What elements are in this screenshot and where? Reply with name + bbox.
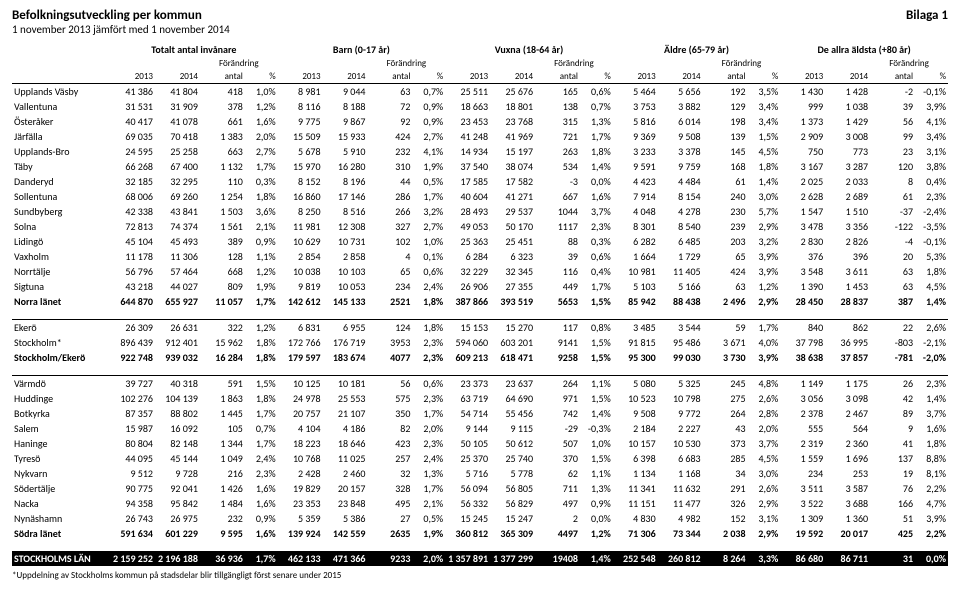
col-year: antal: [870, 70, 915, 84]
col-group-total: Totalt antal invånare: [110, 42, 278, 57]
col-year: 2013: [613, 70, 658, 84]
table-row: Nacka94 35895 8421 4841,6%23 35323 84849…: [12, 496, 948, 511]
col-year: 2013: [780, 70, 825, 84]
footnote: *Uppdelning av Stockholms kommun på stad…: [12, 570, 948, 581]
table-row: Lidingö45 10445 4933890,9%10 62910 73110…: [12, 234, 948, 249]
col-year: 2014: [658, 70, 703, 84]
table-row: Värmdö39 72740 3185911,5%10 12510 181560…: [12, 376, 948, 392]
table-row: Täby66 26867 4001 1321,7%15 97016 280310…: [12, 159, 948, 174]
col-year: %: [412, 70, 445, 84]
table-row: Salem15 98716 0921050,7%4 1044 186822,0%…: [12, 421, 948, 436]
table-row: Stockholm*896 439912 40115 9621,8%172 76…: [12, 335, 948, 350]
table-row: Danderyd32 18532 2951100,3%8 1528 196440…: [12, 174, 948, 189]
col-year: antal: [200, 70, 245, 84]
col-year: 2013: [110, 70, 155, 84]
col-year: 2014: [490, 70, 535, 84]
table-row: Vallentuna31 53131 9093781,2%8 1168 1887…: [12, 99, 948, 114]
table-row: Järfälla69 03570 4181 3832,0%15 50915 93…: [12, 129, 948, 144]
col-year: %: [748, 70, 781, 84]
col-group-aldsta: De allra äldsta (+80 år): [780, 42, 948, 57]
table-row: Sundbyberg42 33843 8411 5033,6%8 2508 51…: [12, 204, 948, 219]
table-row: Upplands Väsby41 38641 8044181,0%8 9819 …: [12, 84, 948, 100]
table-row: Södertälje90 77592 0411 4261,6%19 82920 …: [12, 481, 948, 496]
section-total-row: Stockholm/Ekerö922 748939 03216 2841,8%1…: [12, 350, 948, 365]
table-row: Sollentuna68 00669 2601 2541,8%16 86017 …: [12, 189, 948, 204]
table-row: Nynäshamn26 74326 9752320,9%5 3595 38627…: [12, 511, 948, 526]
col-year: %: [580, 70, 613, 84]
col-year: 2014: [825, 70, 870, 84]
page-subtitle: 1 november 2013 jämfört med 1 november 2…: [12, 23, 948, 36]
col-group-vuxna: Vuxna (18-64 år): [445, 42, 613, 57]
col-year: %: [245, 70, 278, 84]
table-row: Vaxholm11 17811 3061281,1%2 8542 85840,1…: [12, 249, 948, 264]
col-group-barn: Barn (0-17 år): [278, 42, 446, 57]
table-row: Ekerö26 30926 6313221,2%6 8316 9551241,8…: [12, 320, 948, 336]
grand-total-row: STOCKHOLMS LÄN2 159 2522 196 18836 9361,…: [12, 551, 948, 566]
section-total-row: Södra länet591 634601 2299 5951,6%139 92…: [12, 526, 948, 541]
population-table: Totalt antal invånare Barn (0-17 år) Vux…: [12, 42, 948, 566]
col-year: 2014: [155, 70, 200, 84]
col-year: antal: [703, 70, 748, 84]
table-row: Solna72 81374 3741 5612,1%11 98112 30832…: [12, 219, 948, 234]
table-row: Sigtuna43 21844 0278091,9%9 81910 053234…: [12, 279, 948, 294]
bilaga-label: Bilaga 1: [906, 8, 948, 23]
col-year: %: [915, 70, 948, 84]
col-year: antal: [368, 70, 413, 84]
col-year: 2013: [445, 70, 490, 84]
col-year: antal: [535, 70, 580, 84]
table-row: Norrtälje56 79657 4646681,2%10 03810 103…: [12, 264, 948, 279]
col-year: 2014: [323, 70, 368, 84]
table-row: Huddinge102 276104 1391 8631,8%24 97825 …: [12, 391, 948, 406]
table-row: Österåker40 41741 0786611,6%9 7759 86792…: [12, 114, 948, 129]
section-total-row: Norra länet644 870655 92711 0571,7%142 6…: [12, 294, 948, 309]
page-title: Befolkningsutveckling per kommun: [12, 8, 202, 23]
table-row: Nykvarn9 5129 7282162,3%2 4282 460321,3%…: [12, 466, 948, 481]
table-row: Tyresö44 09545 1441 0492,4%10 76811 0252…: [12, 451, 948, 466]
col-group-aldre: Äldre (65-79 år): [613, 42, 781, 57]
table-row: Haninge80 80482 1481 3441,7%18 22318 646…: [12, 436, 948, 451]
col-year: 2013: [278, 70, 323, 84]
table-row: Upplands-Bro24 59525 2586632,7%5 6785 91…: [12, 144, 948, 159]
table-row: Botkyrka87 35788 8021 4451,7%20 75721 10…: [12, 406, 948, 421]
